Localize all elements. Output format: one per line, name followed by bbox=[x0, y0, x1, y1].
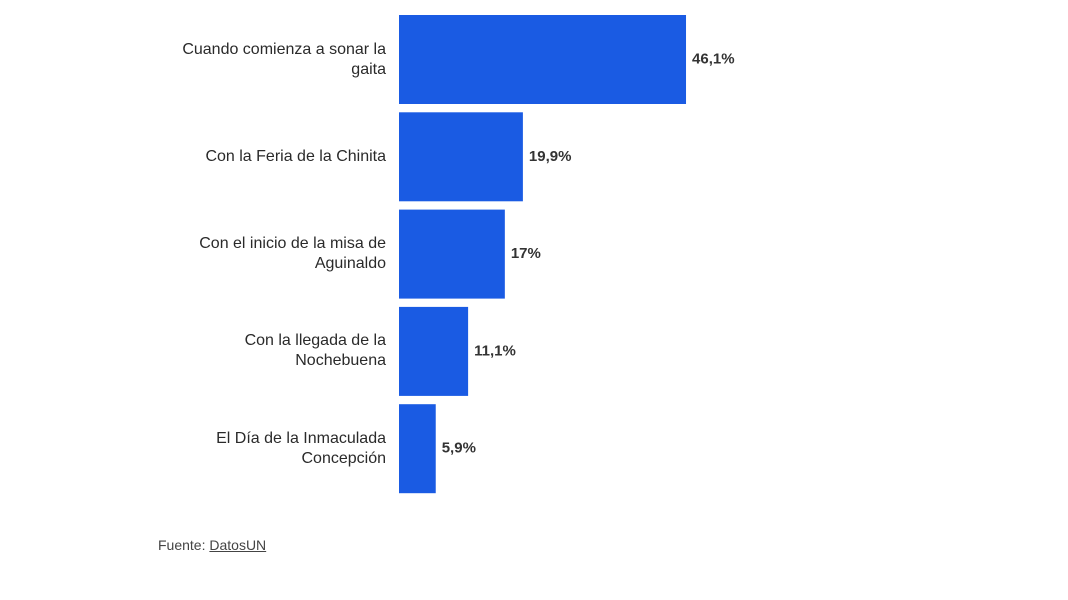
category-label: Cuando comienza a sonar la gaita bbox=[182, 40, 386, 78]
category-label: Con la Feria de la Chinita bbox=[205, 147, 386, 165]
bar bbox=[399, 404, 436, 494]
value-label: 19,9% bbox=[529, 148, 572, 165]
category-label: Con el inicio de la misa de Aguinaldo bbox=[199, 235, 386, 273]
source: Fuente: DatosUN bbox=[158, 537, 266, 553]
category-label: Con la llegada de la Nochebuena bbox=[244, 332, 386, 370]
value-label: 5,9% bbox=[442, 440, 476, 457]
bar bbox=[399, 15, 687, 104]
value-label: 46,1% bbox=[692, 50, 735, 67]
value-label: 11,1% bbox=[474, 342, 516, 359]
value-label: 17% bbox=[511, 245, 541, 262]
bar bbox=[399, 112, 523, 202]
bar bbox=[399, 209, 505, 299]
category-label: El Día de la Inmaculada Concepción bbox=[216, 429, 386, 467]
source-link[interactable]: DatosUN bbox=[209, 537, 267, 553]
bar bbox=[399, 306, 469, 396]
source-label: Fuente: bbox=[158, 537, 206, 553]
